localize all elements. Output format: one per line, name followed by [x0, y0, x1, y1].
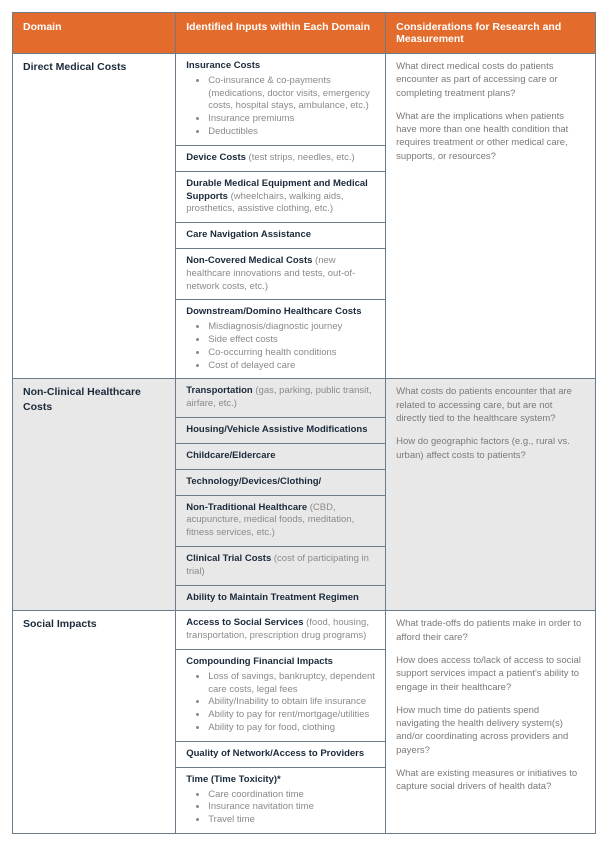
- input-title: Device Costs: [186, 152, 246, 163]
- considerations-social: What trade-offs do patients make in orde…: [386, 611, 596, 834]
- row-social: Social Impacts Access to Social Services…: [13, 611, 596, 834]
- input-title: Compounding Financial Impacts: [186, 656, 333, 667]
- bullet-list: Care coordination time Insurance navitat…: [186, 789, 375, 827]
- input-title: Clinical Trial Costs: [186, 553, 271, 564]
- input-title: Transportation: [186, 385, 253, 396]
- input-title: Childcare/Eldercare: [186, 450, 275, 461]
- input-title: Time (Time Toxicity)*: [186, 774, 281, 785]
- bullet-item: Loss of savings, bankruptcy, dependent c…: [208, 671, 375, 697]
- row-nonclinical: Non-Clinical Healthcare Costs Transporta…: [13, 379, 596, 611]
- input-tech: Technology/Devices/Clothing/: [176, 470, 385, 496]
- input-regimen: Ability to Maintain Treatment Regimen: [176, 586, 385, 611]
- bullet-item: Cost of delayed care: [208, 360, 375, 373]
- header-domain: Domain: [13, 13, 176, 54]
- consideration-text: What trade-offs do patients make in orde…: [396, 617, 585, 644]
- bullet-item: Travel time: [208, 814, 375, 827]
- input-note: (test strips, needles, etc.): [246, 152, 355, 163]
- input-title: Housing/Vehicle Assistive Modifications: [186, 424, 367, 435]
- bullet-item: Co-occurring health conditions: [208, 347, 375, 360]
- input-down: Downstream/Domino Healthcare Costs Misdi…: [176, 300, 385, 378]
- input-time: Time (Time Toxicity)* Care coordination …: [176, 768, 385, 833]
- input-nontrad: Non-Traditional Healthcare (CBD, acupunc…: [176, 496, 385, 547]
- domain-nonclinical: Non-Clinical Healthcare Costs: [13, 379, 176, 611]
- input-title: Non-Covered Medical Costs: [186, 255, 312, 266]
- input-housing: Housing/Vehicle Assistive Modifications: [176, 418, 385, 444]
- input-network: Quality of Network/Access to Providers: [176, 742, 385, 768]
- header-considerations: Considerations for Research and Measurem…: [386, 13, 596, 54]
- considerations-nonclinical: What costs do patients encounter that ar…: [386, 379, 596, 611]
- bullet-item: Insurance navitation time: [208, 801, 375, 814]
- bullet-item: Deductibles: [208, 126, 375, 139]
- domain-direct: Direct Medical Costs: [13, 54, 176, 379]
- bullet-item: Care coordination time: [208, 789, 375, 802]
- bullet-item: Co-insurance & co-payments (medications,…: [208, 75, 375, 113]
- input-title: Technology/Devices/Clothing/: [186, 476, 321, 487]
- input-title: Quality of Network/Access to Providers: [186, 748, 364, 759]
- consideration-text: How does access to/lack of access to soc…: [396, 654, 585, 694]
- input-transport: Transportation (gas, parking, public tra…: [176, 379, 385, 418]
- consideration-text: What are existing measures or initiative…: [396, 767, 585, 794]
- inputs-nonclinical: Transportation (gas, parking, public tra…: [176, 379, 386, 611]
- bullet-item: Ability to pay for rent/mortgage/utiliti…: [208, 709, 375, 722]
- bullet-item: Ability to pay for food, clothing: [208, 722, 375, 735]
- input-title: Downstream/Domino Healthcare Costs: [186, 306, 361, 317]
- input-nav: Care Navigation Assistance: [176, 223, 385, 249]
- input-childcare: Childcare/Eldercare: [176, 444, 385, 470]
- input-title: Access to Social Services: [186, 617, 303, 628]
- input-compound: Compounding Financial Impacts Loss of sa…: [176, 650, 385, 742]
- input-device: Device Costs (test strips, needles, etc.…: [176, 146, 385, 172]
- domain-social: Social Impacts: [13, 611, 176, 834]
- input-title: Care Navigation Assistance: [186, 229, 311, 240]
- input-access: Access to Social Services (food, housing…: [176, 611, 385, 650]
- input-dme: Durable Medical Equipment and Medical Su…: [176, 172, 385, 223]
- header-inputs: Identified Inputs within Each Domain: [176, 13, 386, 54]
- row-direct-medical: Direct Medical Costs Insurance Costs Co-…: [13, 54, 596, 379]
- input-noncov: Non-Covered Medical Costs (new healthcar…: [176, 249, 385, 300]
- consideration-text: What direct medical costs do patients en…: [396, 60, 585, 100]
- inputs-social: Access to Social Services (food, housing…: [176, 611, 386, 834]
- input-insurance: Insurance Costs Co-insurance & co-paymen…: [176, 54, 385, 146]
- bullet-item: Ability/Inability to obtain life insuran…: [208, 696, 375, 709]
- bullet-list: Co-insurance & co-payments (medications,…: [186, 75, 375, 139]
- consideration-text: What are the implications when patients …: [396, 110, 585, 163]
- consideration-text: How do geographic factors (e.g., rural v…: [396, 435, 585, 462]
- bullet-item: Insurance premiums: [208, 113, 375, 126]
- considerations-direct: What direct medical costs do patients en…: [386, 54, 596, 379]
- header-row: Domain Identified Inputs within Each Dom…: [13, 13, 596, 54]
- bullet-item: Misdiagnosis/diagnostic journey: [208, 321, 375, 334]
- cost-domain-table: Domain Identified Inputs within Each Dom…: [12, 12, 596, 834]
- consideration-text: How much time do patients spend navigati…: [396, 704, 585, 757]
- consideration-text: What costs do patients encounter that ar…: [396, 385, 585, 425]
- input-trial: Clinical Trial Costs (cost of participat…: [176, 547, 385, 586]
- input-title: Ability to Maintain Treatment Regimen: [186, 592, 359, 603]
- bullet-list: Loss of savings, bankruptcy, dependent c…: [186, 671, 375, 735]
- inputs-direct: Insurance Costs Co-insurance & co-paymen…: [176, 54, 386, 379]
- bullet-list: Misdiagnosis/diagnostic journey Side eff…: [186, 321, 375, 372]
- input-title: Insurance Costs: [186, 60, 260, 71]
- input-title: Non-Traditional Healthcare: [186, 502, 307, 513]
- bullet-item: Side effect costs: [208, 334, 375, 347]
